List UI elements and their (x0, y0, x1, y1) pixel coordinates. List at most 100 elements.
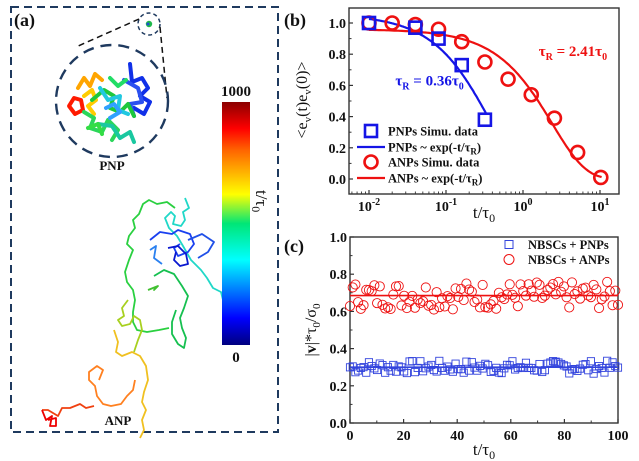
c-anp-point (445, 292, 456, 304)
c-anp-point (372, 298, 383, 309)
c-anp-point (564, 302, 575, 313)
c-pnp-point (578, 360, 587, 369)
small-zoom-circle (137, 12, 161, 36)
b-anp-point (523, 86, 540, 103)
anp-label: ANP (105, 413, 132, 428)
c-anp-point (393, 280, 404, 292)
c-pnp-point (551, 357, 560, 366)
c-pnp-point (559, 361, 568, 370)
c-pnp-point (521, 358, 531, 367)
c-pnp-point (570, 365, 579, 374)
b-anp-point (430, 21, 447, 38)
c-anp-point (382, 302, 393, 313)
c-anp-point (461, 278, 472, 289)
c-anp-point (428, 304, 439, 315)
c-pnp-point (586, 357, 595, 366)
c-pnp-point (484, 361, 493, 370)
c-legend-entry: NBSCs + PNPs (528, 238, 609, 252)
c-pnp-point (402, 369, 411, 378)
c-pnp-point (513, 363, 522, 373)
c-anp-point (566, 277, 578, 288)
c-anp-point (599, 291, 610, 302)
c-legend-square-marker (504, 240, 514, 249)
c-pnp-point (511, 365, 520, 374)
c-pnp-point (595, 362, 604, 371)
c-pnp-point (467, 358, 476, 367)
b-xtick-label: 100 (514, 197, 533, 215)
b-legend-entry: PNPs ~ exp(-t/τR) (388, 141, 481, 157)
c-anp-point (385, 303, 396, 315)
b-anp-tau-annotation: τR = 2.41τ0 (539, 44, 607, 63)
c-anp-point (550, 289, 561, 300)
c-pnp-point (362, 368, 371, 377)
c-anp-point (542, 284, 553, 295)
c-xtick-label: 80 (557, 429, 571, 444)
c-pnp-point (508, 357, 517, 366)
c-pnp-point (427, 360, 436, 370)
c-pnp-point (473, 366, 482, 375)
c-anp-point (496, 292, 507, 303)
b-anp-fit-line (369, 28, 602, 179)
c-pnp-point (554, 358, 563, 367)
c-pnp-point (600, 368, 609, 377)
c-pnp-point (546, 358, 555, 367)
c-anp-point (510, 292, 521, 303)
c-anp-point (358, 300, 369, 311)
b-pnp-point (431, 31, 446, 46)
c-anp-point (404, 296, 415, 307)
c-anp-point (547, 278, 559, 290)
c-pnp-point (416, 357, 425, 366)
c-pnp-point (497, 369, 506, 378)
c-ylabel: |v|*τ0/σ0 (303, 303, 323, 356)
c-anp-point (366, 286, 377, 297)
b-ytick-label: 0.6 (329, 79, 347, 94)
c-legend-entry: NBSCs + ANPs (528, 253, 610, 267)
c-anp-point (350, 279, 361, 290)
b-ytick-label: 0.8 (329, 48, 347, 63)
panel-a: (a) PNP (10, 6, 279, 439)
c-pnp-point (381, 368, 390, 377)
big-zoom-circle (54, 43, 170, 159)
c-pnp-point (391, 367, 401, 376)
panel-b-label: (b) (284, 10, 306, 31)
c-anp-point (431, 287, 442, 298)
c-pnp-point (589, 369, 598, 378)
c-legend-circle-marker (503, 254, 515, 265)
c-pnp-point (405, 357, 414, 366)
panel-c: (c) |v|*τ0/σ0 0.0 0.2 0.4 0.6 0.8 1.0 0 20 40 60… (284, 231, 629, 461)
b-pnp-fit-line (368, 17, 487, 114)
c-pnp-point (592, 364, 601, 374)
c-anp-point (531, 277, 542, 288)
panel-b: (b) <ev(t)ev(0)> 0.0 0.2 0.4 0.6 0.8 1.0 10-2… (284, 7, 620, 225)
c-pnp-point (538, 367, 547, 377)
zoom-line-right (159, 26, 168, 99)
b-ytick-label: 1.0 (329, 17, 347, 32)
b-anp-point (500, 71, 516, 87)
pnp-polymer (67, 62, 152, 144)
c-ytick-label: 0.8 (330, 268, 348, 283)
c-ytick-label: 0.0 (330, 417, 348, 432)
b-anp-point (384, 15, 400, 31)
c-ytick-label: 0.2 (330, 380, 348, 395)
c-anp-point (477, 279, 488, 291)
b-anp-point (407, 16, 424, 33)
c-anp-point (353, 297, 364, 308)
c-anp-point (545, 282, 556, 293)
c-pnp-point (611, 362, 620, 371)
c-pnp-point (486, 367, 495, 376)
colorbar-min-label: 0 (232, 350, 240, 366)
panel-a-border (10, 6, 279, 433)
c-pnp-point (465, 366, 474, 375)
b-legend-entry: PNPs Simu. data (388, 125, 479, 139)
c-pnp-point (435, 356, 444, 365)
c-anp-point (612, 299, 624, 310)
c-xtick-label: 0 (347, 429, 354, 444)
c-anp-point (512, 301, 523, 312)
c-anp-point (361, 284, 372, 295)
c-anp-point (447, 304, 458, 315)
b-anp-point (477, 54, 493, 70)
c-anp-point (591, 284, 602, 295)
b-anp-point (546, 110, 563, 126)
c-anp-point (401, 303, 412, 314)
c-pnp-point (446, 365, 455, 374)
